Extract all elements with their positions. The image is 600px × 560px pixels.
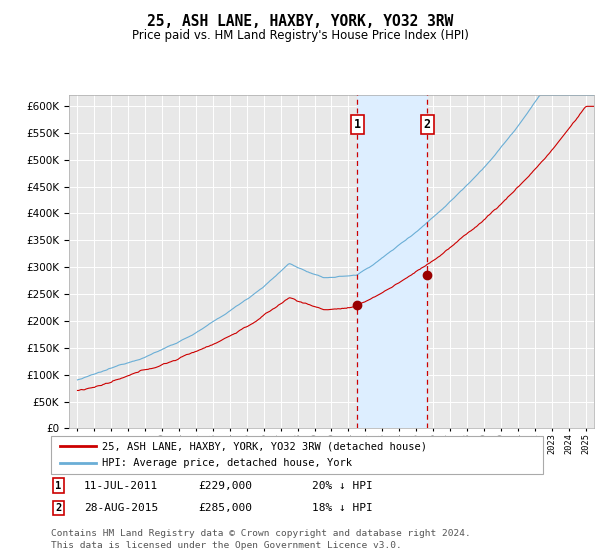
- Text: 28-AUG-2015: 28-AUG-2015: [84, 503, 158, 513]
- Text: 20% ↓ HPI: 20% ↓ HPI: [312, 480, 373, 491]
- Text: 2: 2: [424, 118, 431, 131]
- Text: Contains HM Land Registry data © Crown copyright and database right 2024.
This d: Contains HM Land Registry data © Crown c…: [51, 529, 471, 550]
- Text: 1: 1: [354, 118, 361, 131]
- Text: 25, ASH LANE, HAXBY, YORK, YO32 3RW: 25, ASH LANE, HAXBY, YORK, YO32 3RW: [147, 14, 453, 29]
- Text: 1: 1: [55, 480, 61, 491]
- Text: 25, ASH LANE, HAXBY, YORK, YO32 3RW (detached house): 25, ASH LANE, HAXBY, YORK, YO32 3RW (det…: [102, 441, 427, 451]
- Text: 2: 2: [55, 503, 61, 513]
- Text: £285,000: £285,000: [198, 503, 252, 513]
- Text: HPI: Average price, detached house, York: HPI: Average price, detached house, York: [102, 458, 352, 468]
- Bar: [358, 95, 427, 428]
- Text: 18% ↓ HPI: 18% ↓ HPI: [312, 503, 373, 513]
- Text: 11-JUL-2011: 11-JUL-2011: [84, 480, 158, 491]
- Text: £229,000: £229,000: [198, 480, 252, 491]
- Text: Price paid vs. HM Land Registry's House Price Index (HPI): Price paid vs. HM Land Registry's House …: [131, 29, 469, 42]
